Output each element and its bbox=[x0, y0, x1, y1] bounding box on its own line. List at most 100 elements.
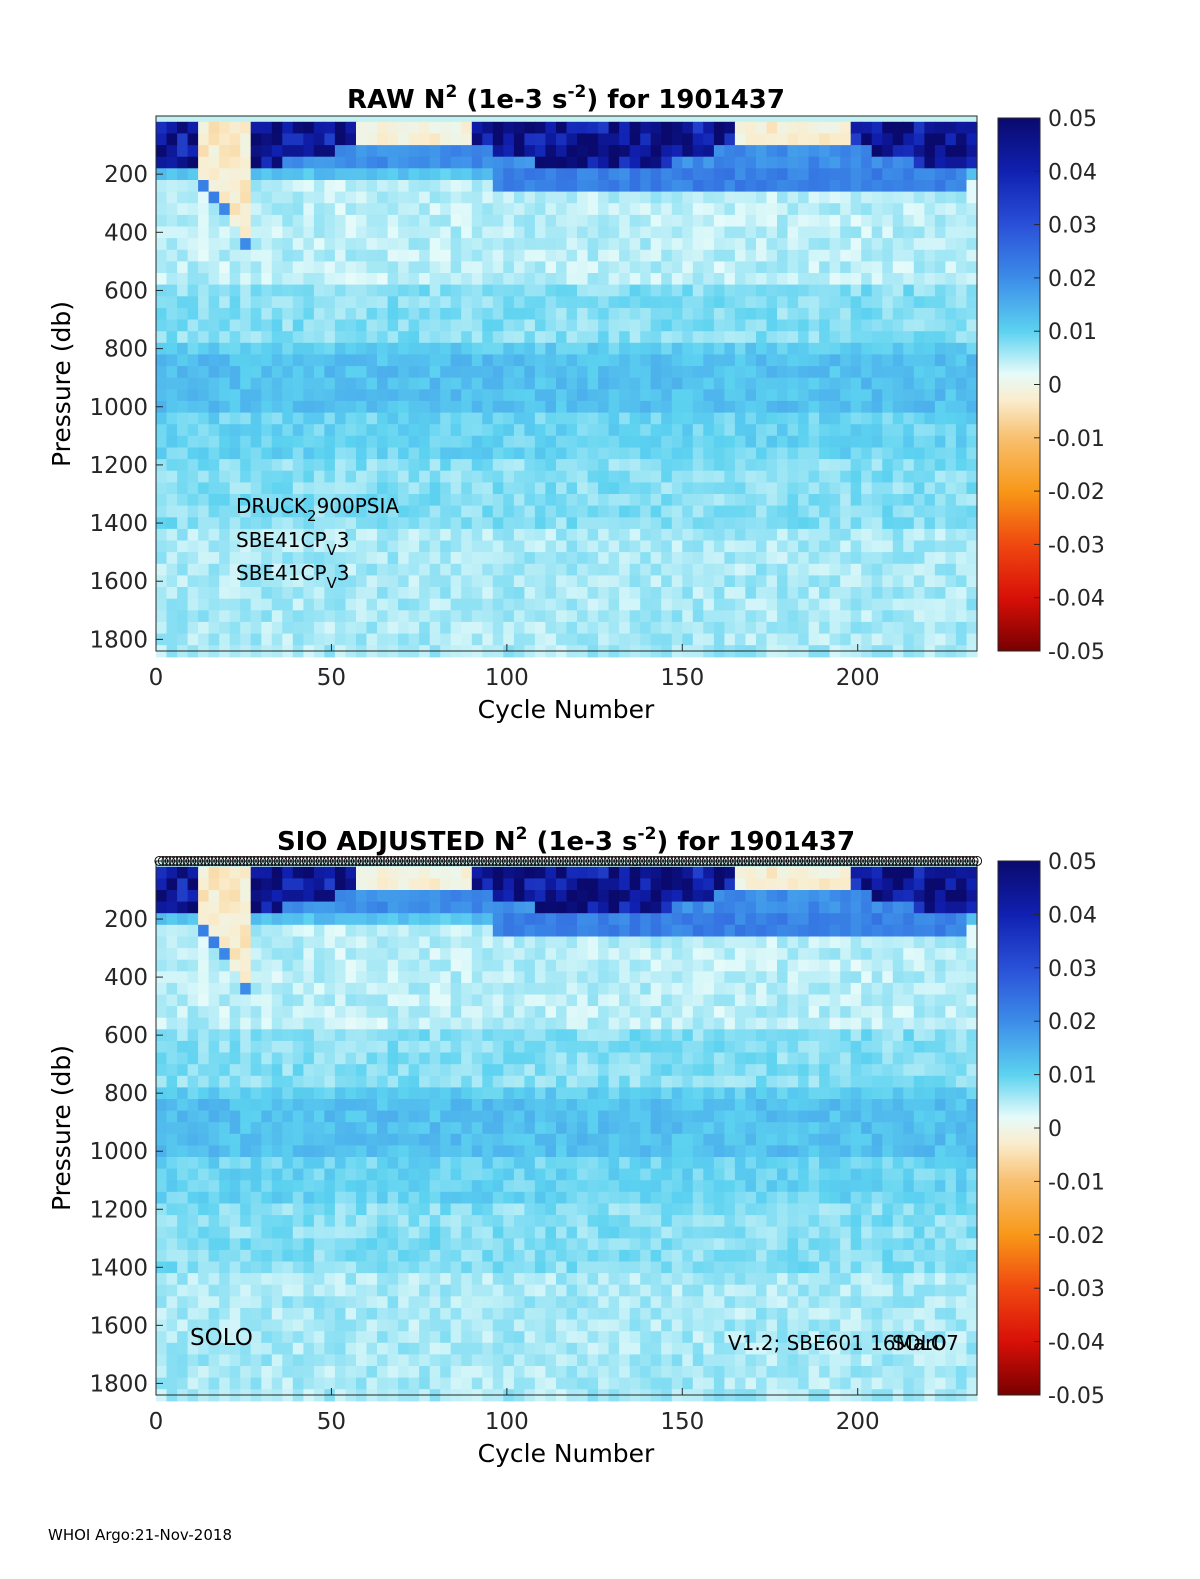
heatmap-cell bbox=[188, 261, 199, 273]
heatmap-cell bbox=[303, 867, 314, 879]
heatmap-cell bbox=[724, 610, 735, 622]
heatmap-cell bbox=[261, 354, 272, 366]
heatmap-cell bbox=[482, 250, 493, 262]
heatmap-cell bbox=[672, 261, 683, 273]
heatmap-cell bbox=[545, 413, 556, 425]
heatmap-cell bbox=[724, 541, 735, 553]
heatmap-cell bbox=[935, 506, 946, 518]
heatmap-cell bbox=[893, 506, 904, 518]
heatmap-cell bbox=[461, 552, 472, 564]
heatmap-cell bbox=[282, 378, 293, 390]
heatmap-cell bbox=[967, 354, 978, 366]
heatmap-cell bbox=[272, 587, 283, 599]
heatmap-cell bbox=[461, 902, 472, 914]
heatmap-cell bbox=[830, 529, 841, 541]
heatmap-cell bbox=[588, 285, 599, 297]
heatmap-cell bbox=[788, 587, 799, 599]
heatmap-cell bbox=[903, 192, 914, 204]
heatmap-cell bbox=[335, 122, 346, 134]
heatmap-cell bbox=[188, 1192, 199, 1204]
heatmap-cell bbox=[398, 506, 409, 518]
heatmap-cell bbox=[167, 622, 178, 634]
heatmap-cell bbox=[788, 133, 799, 145]
heatmap-cell bbox=[524, 133, 535, 145]
heatmap-cell bbox=[409, 1215, 420, 1227]
heatmap-cell bbox=[367, 1366, 378, 1378]
heatmap-cell bbox=[451, 308, 462, 320]
heatmap-cell bbox=[167, 1331, 178, 1343]
heatmap-cell bbox=[893, 227, 904, 239]
heatmap-cell bbox=[503, 506, 514, 518]
heatmap-cell bbox=[156, 1111, 167, 1123]
heatmap-cell bbox=[451, 552, 462, 564]
heatmap-cell bbox=[472, 378, 483, 390]
heatmap-cell bbox=[703, 192, 714, 204]
heatmap-cell bbox=[745, 459, 756, 471]
heatmap-cell bbox=[177, 261, 188, 273]
heatmap-cell bbox=[851, 575, 862, 587]
heatmap-cell bbox=[367, 1006, 378, 1018]
heatmap-cell bbox=[167, 122, 178, 134]
heatmap-cell bbox=[914, 529, 925, 541]
heatmap-cell bbox=[324, 331, 335, 343]
heatmap-cell bbox=[156, 1134, 167, 1146]
heatmap-cell bbox=[735, 634, 746, 646]
heatmap-cell bbox=[346, 937, 357, 949]
heatmap-cell bbox=[240, 261, 251, 273]
heatmap-cell bbox=[440, 192, 451, 204]
heatmap-cell bbox=[503, 168, 514, 180]
heatmap-cell bbox=[409, 366, 420, 378]
heatmap-cell bbox=[619, 378, 630, 390]
heatmap-cell bbox=[282, 424, 293, 436]
heatmap-cell bbox=[461, 343, 472, 355]
heatmap-cell bbox=[514, 133, 525, 145]
heatmap-cell bbox=[472, 575, 483, 587]
heatmap-cell bbox=[440, 1204, 451, 1216]
heatmap-cell bbox=[577, 378, 588, 390]
heatmap-cell bbox=[714, 296, 725, 308]
heatmap-cell bbox=[524, 459, 535, 471]
heatmap-cell bbox=[609, 389, 620, 401]
heatmap-cell bbox=[682, 413, 693, 425]
heatmap-cell bbox=[261, 203, 272, 215]
heatmap-cell bbox=[419, 1169, 430, 1181]
heatmap-cell bbox=[882, 285, 893, 297]
heatmap-cell bbox=[945, 215, 956, 227]
heatmap-cell bbox=[188, 471, 199, 483]
heatmap-cell bbox=[419, 250, 430, 262]
heatmap-cell bbox=[840, 192, 851, 204]
heatmap-cell bbox=[661, 285, 672, 297]
heatmap-cell bbox=[872, 634, 883, 646]
heatmap-cell bbox=[935, 238, 946, 250]
heatmap-cell bbox=[861, 192, 872, 204]
heatmap-cell bbox=[545, 634, 556, 646]
heatmap-cell bbox=[388, 587, 399, 599]
heatmap-cell bbox=[630, 192, 641, 204]
heatmap-cell bbox=[388, 401, 399, 413]
heatmap-cell bbox=[461, 157, 472, 169]
heatmap-cell bbox=[198, 1204, 209, 1216]
heatmap-cell bbox=[914, 622, 925, 634]
heatmap-cell bbox=[230, 180, 241, 192]
heatmap-cell bbox=[745, 250, 756, 262]
heatmap-cell bbox=[367, 983, 378, 995]
heatmap-cell bbox=[882, 634, 893, 646]
heatmap-cell bbox=[556, 587, 567, 599]
heatmap-cell bbox=[735, 296, 746, 308]
heatmap-cell bbox=[409, 320, 420, 332]
heatmap-cell bbox=[861, 320, 872, 332]
heatmap-cell bbox=[303, 1331, 314, 1343]
heatmap-cell bbox=[830, 296, 841, 308]
heatmap-cell bbox=[545, 366, 556, 378]
heatmap-cell bbox=[167, 599, 178, 611]
heatmap-cell bbox=[230, 192, 241, 204]
heatmap-cell bbox=[419, 1354, 430, 1366]
heatmap-cell bbox=[282, 1308, 293, 1320]
heatmap-cell bbox=[272, 401, 283, 413]
heatmap-cell bbox=[893, 564, 904, 576]
heatmap-cell bbox=[377, 1006, 388, 1018]
heatmap-cell bbox=[367, 1273, 378, 1285]
heatmap-cell bbox=[356, 960, 367, 972]
heatmap-cell bbox=[872, 354, 883, 366]
heatmap-cell bbox=[851, 122, 862, 134]
